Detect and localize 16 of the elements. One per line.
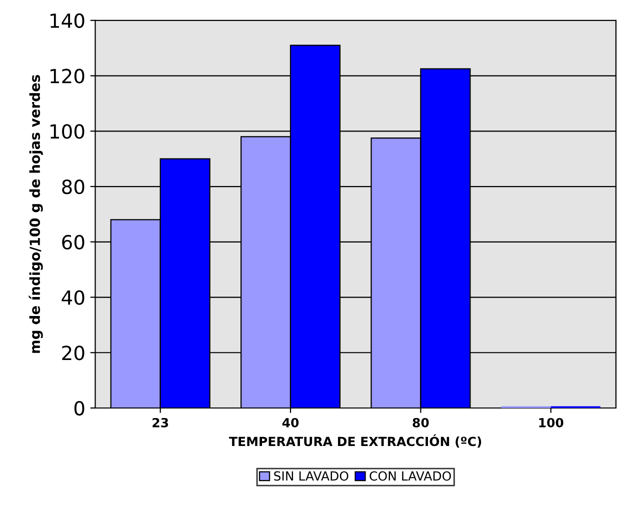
y-tick-label: 0: [74, 400, 84, 416]
x-tick-label: 100: [539, 418, 564, 428]
y-tick-label: 60: [62, 234, 84, 250]
y-tick-label: 20: [62, 346, 84, 360]
x-axis-title: TEMPERATURA DE EXTRACCIÓN (ºC): [229, 434, 482, 448]
y-axis-title: mg de índigo/100 g de hojas verdes: [28, 74, 43, 353]
x-tick-label: 40: [282, 418, 299, 428]
y-tick-label: 80: [62, 179, 84, 194]
legend-label: CON LAVADO: [370, 471, 451, 481]
y-tick-label: 100: [50, 124, 84, 139]
y-tick-label: 120: [50, 68, 84, 84]
y-tick-label: 140: [50, 13, 84, 28]
y-tick-label: 40: [62, 290, 84, 305]
x-tick-label: 80: [412, 418, 429, 428]
legend-label: SIN LAVADO: [274, 471, 348, 481]
x-tick-label: 23: [152, 418, 168, 428]
